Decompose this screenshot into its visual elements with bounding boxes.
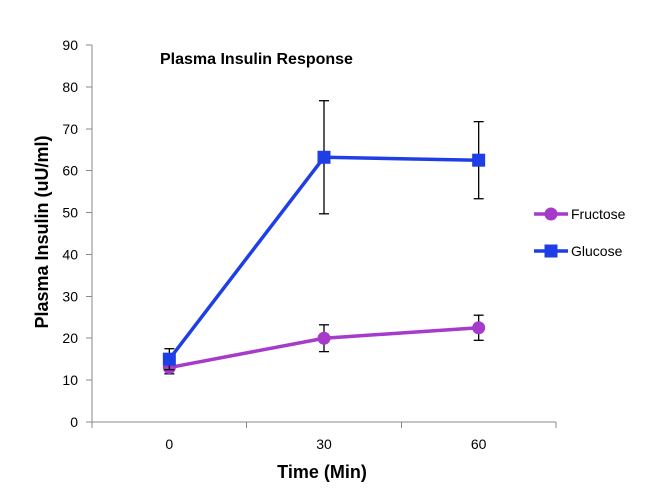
y-tick-label: 40: [62, 246, 78, 262]
legend-item-glucose: Glucose: [534, 243, 623, 259]
y-tick-label: 50: [62, 205, 78, 221]
legend-label: Fructose: [571, 206, 626, 222]
y-tick-label: 10: [62, 372, 78, 388]
legend-swatch-marker: [544, 244, 558, 258]
fructose-series: [162, 314, 486, 375]
fructose-point: [317, 331, 331, 345]
glucose-point: [162, 352, 176, 366]
fructose-point: [472, 321, 486, 335]
glucose-point: [472, 153, 486, 167]
glucose-point: [317, 150, 331, 164]
legend-swatch-marker: [544, 207, 558, 221]
x-tick-label: 60: [471, 436, 487, 452]
x-tick-label: 30: [316, 436, 332, 452]
y-tick-label: 70: [62, 121, 78, 137]
series-layer: [162, 100, 486, 375]
legend: Fructose Glucose: [534, 206, 626, 259]
y-tick-label: 80: [62, 79, 78, 95]
y-tick-label: 0: [70, 414, 78, 430]
x-axis-title: Time (Min): [277, 462, 367, 482]
y-tick-label: 30: [62, 288, 78, 304]
legend-label: Glucose: [571, 243, 623, 259]
y-tick-label: 60: [62, 163, 78, 179]
y-axis-ticks: 0 10 20 30 40 50 60 70 80 90: [62, 37, 92, 430]
chart-title: Plasma Insulin Response: [160, 51, 353, 68]
y-tick-label: 20: [62, 330, 78, 346]
y-tick-label: 90: [62, 37, 78, 53]
y-axis-title: Plasma Insulin (uU/ml): [32, 135, 52, 328]
glucose-series: [162, 100, 486, 371]
x-tick-label: 0: [165, 436, 173, 452]
legend-item-fructose: Fructose: [534, 206, 626, 222]
x-axis-ticks: 0 30 60: [91, 422, 557, 452]
